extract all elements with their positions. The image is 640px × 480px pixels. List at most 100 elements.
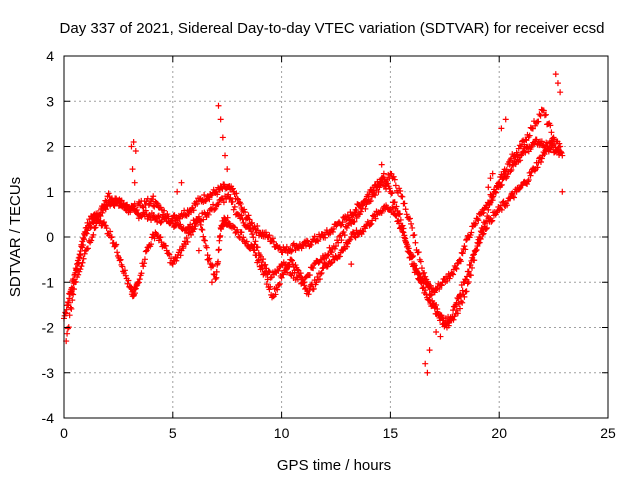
data-point <box>196 217 203 224</box>
data-point <box>473 247 480 254</box>
data-point <box>212 275 219 282</box>
data-point <box>249 244 256 251</box>
data-point <box>220 199 227 206</box>
data-point <box>222 152 229 159</box>
x-axis-label: GPS time / hours <box>277 457 391 474</box>
data-point <box>274 286 281 293</box>
data-point <box>182 211 189 218</box>
data-point <box>396 210 403 217</box>
data-point <box>401 232 408 239</box>
data-point <box>454 310 461 317</box>
data-point <box>100 204 107 211</box>
data-point <box>397 224 404 231</box>
data-point <box>66 312 73 319</box>
data-point <box>401 200 408 207</box>
data-point <box>391 199 398 206</box>
data-point <box>431 289 438 296</box>
data-point <box>81 236 88 243</box>
y-tick-label: 0 <box>46 229 54 245</box>
data-point <box>475 217 482 224</box>
data-point <box>418 280 425 287</box>
data-point <box>128 284 135 291</box>
data-point <box>155 212 162 219</box>
data-point <box>289 257 296 264</box>
data-point <box>302 285 309 292</box>
data-point <box>435 310 442 317</box>
data-point <box>395 217 402 224</box>
data-point <box>394 207 401 214</box>
data-point <box>251 247 258 254</box>
data-point <box>245 224 252 231</box>
data-point <box>485 184 492 191</box>
y-tick-label: -3 <box>42 365 55 381</box>
data-point <box>238 212 245 219</box>
data-point <box>219 134 226 141</box>
data-point <box>306 272 313 279</box>
data-point <box>250 234 257 241</box>
data-point <box>267 283 274 290</box>
data-point <box>315 238 322 245</box>
data-point <box>389 189 396 196</box>
data-point <box>430 301 437 308</box>
data-point <box>538 138 545 145</box>
data-point <box>129 166 136 173</box>
data-point <box>463 288 470 295</box>
data-point <box>380 182 387 189</box>
data-point <box>83 246 90 253</box>
data-point <box>253 252 260 259</box>
data-point <box>353 214 360 221</box>
data-point <box>521 141 528 148</box>
data-point <box>527 172 534 179</box>
data-point <box>233 190 240 197</box>
data-point <box>386 185 393 192</box>
data-point <box>428 291 435 298</box>
data-point <box>217 232 224 239</box>
data-point <box>371 190 378 197</box>
data-point <box>132 208 139 215</box>
data-point <box>67 288 74 295</box>
x-tick-label: 10 <box>274 425 290 441</box>
data-point <box>477 235 484 242</box>
data-point <box>251 223 258 230</box>
data-point <box>130 203 137 210</box>
data-point <box>260 256 267 263</box>
data-point <box>522 149 529 156</box>
data-point <box>213 188 220 195</box>
data-point <box>139 203 146 210</box>
data-point <box>65 301 72 308</box>
data-point <box>480 209 487 216</box>
data-point <box>438 313 445 320</box>
data-point <box>95 212 102 219</box>
data-point <box>405 245 412 252</box>
data-point <box>474 215 481 222</box>
data-point <box>540 107 547 114</box>
data-point <box>81 230 88 237</box>
data-point <box>417 258 424 265</box>
data-point <box>461 243 468 250</box>
data-point <box>169 261 176 268</box>
data-point <box>339 219 346 226</box>
data-point <box>346 237 353 244</box>
data-point <box>310 265 317 272</box>
data-point <box>421 269 428 276</box>
data-point <box>368 220 375 227</box>
data-point <box>165 250 172 257</box>
data-point <box>487 175 494 182</box>
data-point <box>78 243 85 250</box>
data-point <box>517 157 524 164</box>
data-point <box>138 270 145 277</box>
data-point <box>199 226 206 233</box>
data-point <box>150 193 157 200</box>
data-point <box>209 263 216 270</box>
data-point <box>449 313 456 320</box>
data-point <box>413 267 420 274</box>
data-point <box>450 307 457 314</box>
data-point <box>380 170 387 177</box>
data-point <box>197 221 204 228</box>
data-point <box>474 239 481 246</box>
data-point <box>541 151 548 158</box>
data-point <box>351 218 358 225</box>
data-point <box>400 229 407 236</box>
data-point <box>470 251 477 258</box>
